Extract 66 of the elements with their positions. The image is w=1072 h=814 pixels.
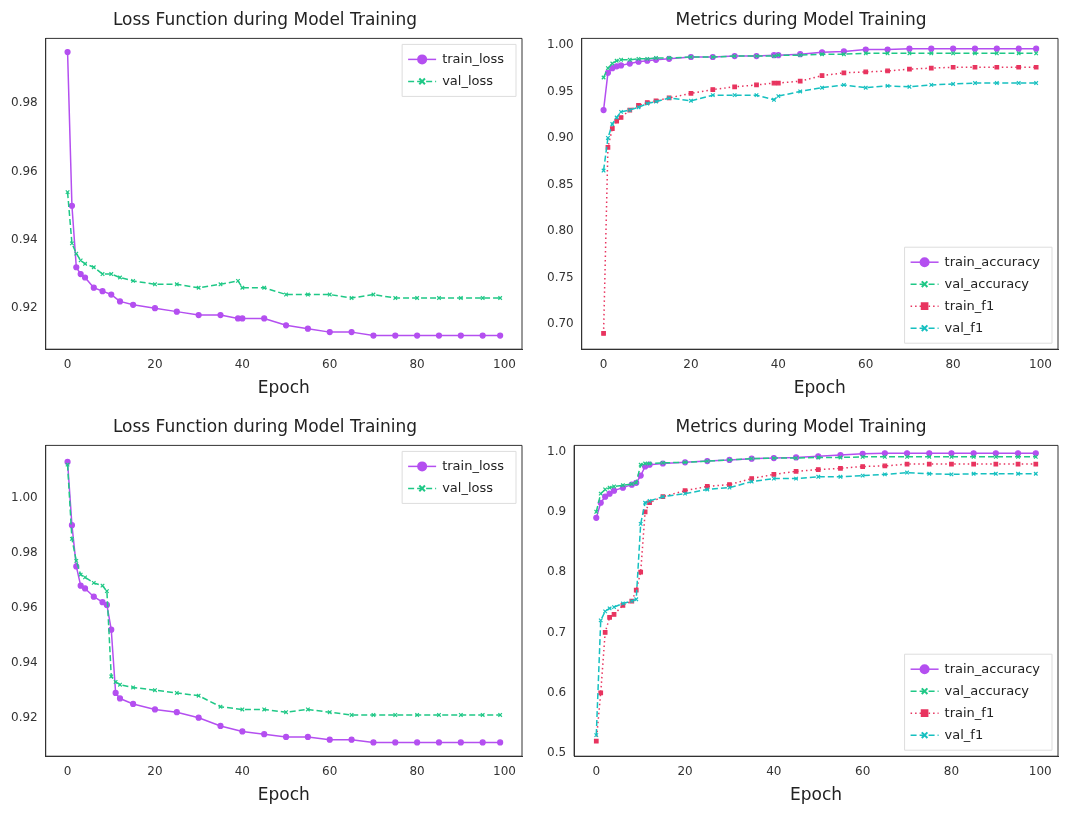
legend-label: val_loss (442, 72, 494, 88)
y-tick-label: 1.00 (11, 489, 38, 504)
x-tick-label: 40 (234, 763, 250, 778)
x-tick-label: 60 (858, 356, 874, 371)
y-tick-label: 0.8 (546, 564, 567, 579)
legend-label: val_accuracy (944, 275, 1030, 291)
y-tick-label: 0.95 (547, 83, 574, 98)
x-tick-label: 80 (945, 356, 961, 371)
y-tick-label: 0.96 (11, 599, 38, 614)
x-axis-title: Epoch (257, 784, 310, 805)
x-tick-label: 100 (493, 356, 516, 371)
x-tick-label: 100 (1029, 356, 1052, 371)
y-tick-label: 0.7 (546, 624, 567, 639)
x-tick-label: 80 (409, 356, 425, 371)
chart-title: Loss Function during Model Training (112, 415, 418, 436)
y-tick-label: 0.94 (11, 232, 38, 247)
chart-title: Loss Function during Model Training (112, 8, 418, 29)
legend-label: val_accuracy (944, 682, 1030, 698)
legend-label: val_f1 (944, 319, 984, 335)
y-tick-label: 0.5 (546, 745, 567, 760)
y-tick-label: 0.94 (11, 654, 38, 669)
legend-label: train_accuracy (944, 660, 1041, 676)
x-tick-label: 80 (409, 763, 425, 778)
x-tick-label: 40 (770, 356, 786, 371)
y-tick-label: 0.6 (546, 684, 567, 699)
legend-label: val_loss (442, 479, 494, 495)
x-tick-label: 60 (855, 763, 871, 778)
x-tick-label: 60 (322, 356, 338, 371)
x-tick-label: 80 (943, 763, 960, 778)
x-tick-label: 40 (234, 356, 250, 371)
x-tick-label: 0 (592, 763, 601, 778)
x-tick-label: 100 (493, 763, 516, 778)
x-tick-label: 40 (766, 763, 782, 778)
y-tick-label: 0.70 (547, 316, 574, 331)
y-tick-label: 0.98 (11, 95, 38, 110)
y-tick-label: 0.9 (546, 503, 567, 518)
y-tick-label: 0.80 (547, 223, 574, 238)
y-tick-label: 1.0 (546, 443, 567, 458)
chart-title: Metrics during Model Training (675, 8, 927, 29)
y-tick-label: 0.85 (547, 176, 574, 191)
y-tick-label: 0.98 (11, 544, 38, 559)
legend-label: val_f1 (944, 726, 984, 742)
x-tick-label: 0 (63, 763, 72, 778)
x-tick-label: 0 (63, 356, 72, 371)
x-axis-title: Epoch (793, 377, 846, 398)
legend-label: train_f1 (944, 704, 995, 720)
x-axis-title: Epoch (257, 377, 310, 398)
legend-label: train_loss (442, 50, 505, 66)
x-tick-label: 0 (599, 356, 608, 371)
x-axis-title: Epoch (790, 784, 843, 805)
x-tick-label: 60 (322, 763, 338, 778)
x-tick-label: 20 (147, 356, 163, 371)
y-tick-label: 0.92 (11, 300, 38, 315)
y-tick-label: 0.90 (547, 130, 574, 145)
y-tick-label: 0.75 (547, 269, 574, 284)
y-tick-label: 0.96 (11, 163, 38, 178)
legend-label: train_accuracy (944, 253, 1041, 269)
x-tick-label: 100 (1028, 763, 1052, 778)
chart-title: Metrics during Model Training (675, 415, 927, 436)
x-tick-label: 20 (683, 356, 699, 371)
legend-label: train_f1 (944, 297, 995, 313)
x-tick-label: 20 (147, 763, 163, 778)
x-tick-label: 20 (677, 763, 693, 778)
legend-label: train_loss (442, 457, 505, 473)
y-tick-label: 0.92 (11, 709, 38, 724)
y-tick-label: 1.00 (547, 37, 574, 52)
